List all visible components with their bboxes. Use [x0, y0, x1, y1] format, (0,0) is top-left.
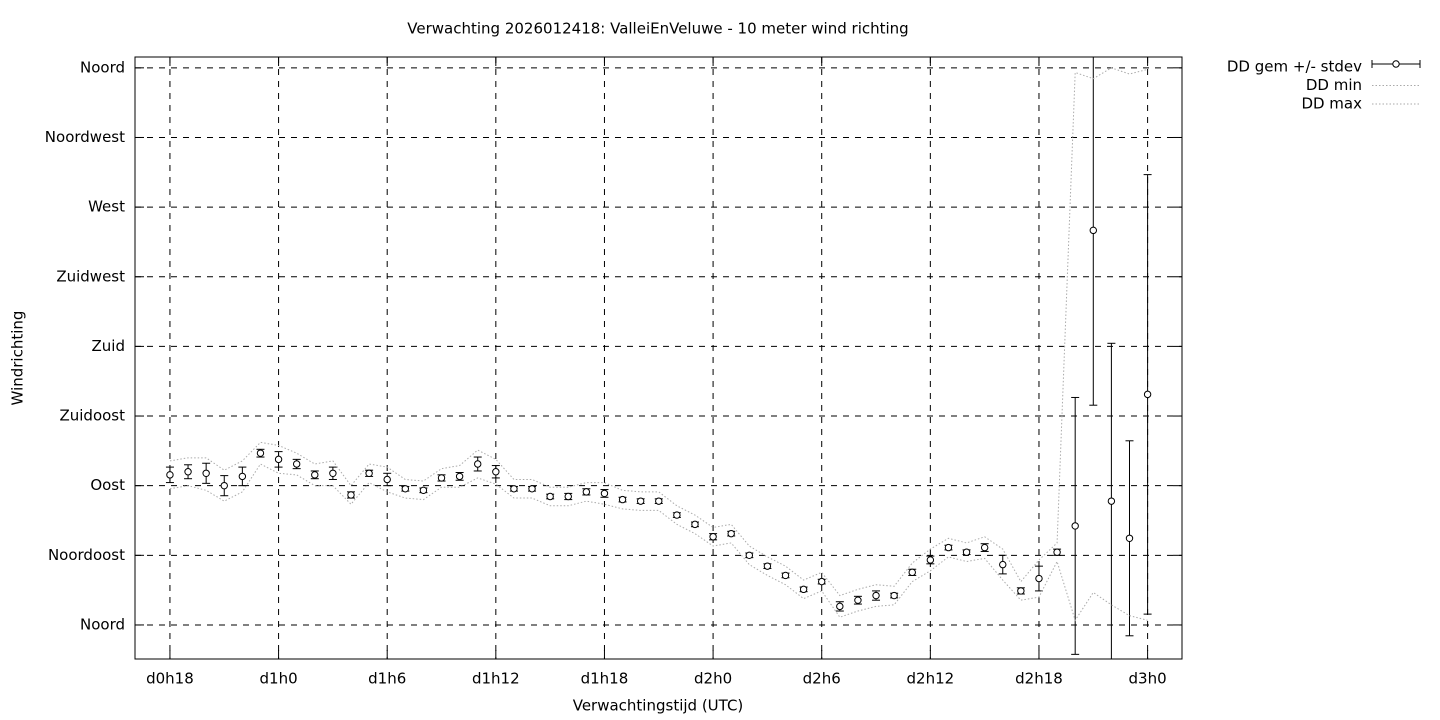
- legend-label: DD min: [1306, 76, 1362, 94]
- y-tick-label: Noordwest: [45, 128, 125, 146]
- x-tick-label: d1h0: [260, 670, 298, 688]
- point: [908, 568, 916, 577]
- y-tick-label: Noord: [80, 615, 125, 633]
- point: [980, 543, 989, 552]
- chart-title: Verwachting 2026012418: ValleiEnVeluwe -…: [407, 20, 908, 38]
- grid: [135, 57, 1182, 659]
- point: [329, 469, 337, 477]
- point: [763, 562, 772, 570]
- point: [274, 455, 283, 464]
- point: [292, 460, 301, 468]
- legend-swatch: [1392, 60, 1400, 68]
- x-tick-label: d3h0: [1129, 670, 1167, 688]
- point: [184, 468, 192, 476]
- legend-label: DD max: [1301, 95, 1362, 113]
- x-tick-label: d2h0: [694, 670, 732, 688]
- y-tick-label: Zuid: [92, 337, 125, 355]
- point: [492, 468, 500, 476]
- point: [546, 492, 554, 501]
- y-tick-label: Noord: [80, 58, 125, 76]
- point: [1053, 548, 1061, 556]
- plot-frame: [134, 56, 1183, 660]
- point: [256, 449, 265, 457]
- y-tick-label: West: [88, 198, 125, 216]
- point: [636, 497, 645, 505]
- point: [401, 485, 410, 493]
- point: [220, 481, 228, 490]
- point: [1017, 587, 1025, 595]
- x-tick-label: d0h18: [146, 670, 194, 688]
- point: [202, 469, 210, 477]
- point: [1089, 226, 1097, 235]
- point: [818, 577, 826, 586]
- point: [781, 571, 790, 580]
- point: [474, 460, 482, 468]
- point: [238, 472, 247, 481]
- point: [673, 511, 681, 519]
- point: [872, 591, 880, 600]
- point: [510, 485, 518, 493]
- point: [1107, 497, 1116, 505]
- point: [999, 560, 1007, 569]
- point: [437, 474, 446, 482]
- point: [691, 520, 699, 529]
- x-tick-label: d2h6: [803, 670, 841, 688]
- point: [926, 556, 935, 564]
- point: [383, 475, 391, 484]
- point: [166, 471, 174, 479]
- point: [528, 485, 536, 493]
- y-tick-label: Zuidwest: [56, 267, 125, 285]
- point: [600, 489, 609, 498]
- point: [1035, 574, 1043, 583]
- point: [1143, 390, 1152, 399]
- point: [836, 602, 844, 611]
- point: [582, 488, 591, 496]
- x-tick-label: d1h12: [472, 670, 520, 688]
- x-tick-label: d1h18: [581, 670, 629, 688]
- point: [745, 551, 753, 560]
- point: [799, 585, 808, 594]
- point: [365, 469, 373, 477]
- plot-area: [165, 57, 1152, 659]
- ticks: Noord Noordoost Oost Zuidoost Zuid Zuidwest We…: [45, 57, 1182, 688]
- point: [618, 495, 627, 504]
- point: [709, 533, 717, 541]
- point: [655, 497, 663, 505]
- point: [890, 591, 898, 600]
- point: [347, 491, 355, 499]
- point: [1071, 522, 1079, 530]
- x-tick-label: d2h18: [1015, 670, 1063, 688]
- point: [564, 492, 572, 501]
- line: [169, 67, 1148, 597]
- x-axis-label: Verwachtingstijd (UTC): [573, 697, 744, 715]
- y-axis-label: Windrichting: [9, 311, 27, 406]
- y-tick-label: Zuidoost: [59, 407, 125, 425]
- y-tick-label: Oost: [90, 476, 125, 494]
- point: [455, 472, 464, 481]
- x-tick-label: d1h6: [368, 670, 406, 688]
- y-tick-label: Noordoost: [48, 546, 125, 564]
- point: [854, 596, 862, 604]
- legend-label: DD gem +/- stdev: [1227, 58, 1362, 76]
- x-tick-label: d2h12: [907, 670, 955, 688]
- point: [419, 486, 428, 495]
- point: [962, 548, 971, 556]
- point: [311, 471, 319, 479]
- point: [944, 543, 953, 552]
- point: [727, 529, 735, 538]
- line: [169, 463, 1148, 622]
- point: [1125, 534, 1134, 542]
